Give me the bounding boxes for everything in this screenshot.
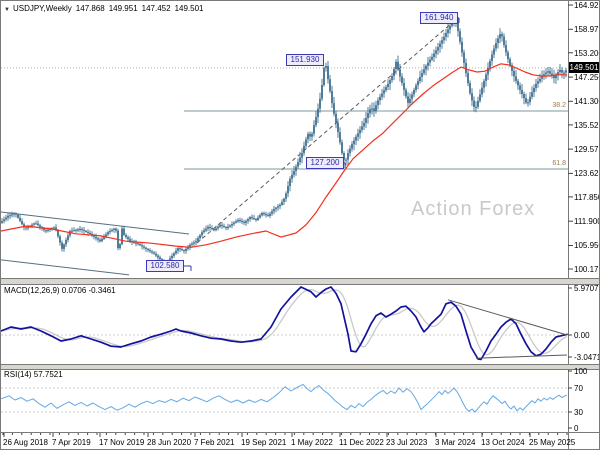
fib-level-label: 38.2 (552, 102, 566, 109)
rsi-tick-label: 30 (574, 408, 583, 417)
macd-tick-label: 5.9707 (574, 284, 599, 293)
ohlc-open: 147.868 (75, 4, 105, 13)
date-tick-label: 28 Jun 2020 (147, 438, 192, 447)
price-tick-label: 153.200 (574, 49, 599, 58)
ohlc-close: 149.501 (174, 4, 204, 13)
panel-splitter-macd[interactable] (1, 278, 599, 285)
swing-price-label: 127.200 (306, 157, 344, 169)
price-tick-label: 105.950 (574, 241, 599, 250)
swing-price-label: 102.580 (146, 260, 184, 272)
date-tick-label: 1 May 2022 (291, 438, 333, 447)
fib-level-label: 61.8 (552, 160, 566, 167)
chevron-down-icon[interactable]: ▼ (4, 7, 10, 13)
swing-price-label: 161.940 (420, 12, 458, 24)
ohlc-low: 147.452 (141, 4, 171, 13)
date-tick-label: 7 Feb 2021 (194, 438, 235, 447)
date-tick-label: 26 Aug 2018 (3, 438, 48, 447)
date-tick-label: 17 Nov 2019 (99, 438, 145, 447)
price-tick-label: 147.250 (574, 73, 599, 82)
macd-tick-label: -3.0471 (574, 353, 600, 362)
date-tick-label: 25 May 2025 (529, 438, 576, 447)
price-tick-label: 135.525 (574, 121, 599, 130)
swing-price-label: 151.930 (286, 54, 324, 66)
date-tick-label: 7 Apr 2019 (52, 438, 91, 447)
symbol-title: USDJPY,Weekly (12, 4, 72, 13)
current-price-tag: 149.501 (569, 62, 599, 73)
watermark: Action Forex (411, 198, 536, 220)
price-tick-label: 164.925 (574, 1, 599, 10)
date-tick-label: 11 Dec 2022 (339, 438, 384, 447)
panel-splitter-rsi[interactable] (1, 364, 599, 370)
price-tick-label: 111.900 (574, 217, 600, 226)
date-tick-label: 13 Oct 2024 (481, 438, 525, 447)
symbol-header: ▼ USDJPY,Weekly 147.868 149.951 147.452 149.5… (4, 4, 207, 13)
date-tick-label: 23 Jul 2023 (386, 438, 428, 447)
rsi-tick-label: 100 (574, 367, 588, 376)
macd-indicator-label: MACD(12,26,9) 0.0706 -0.3461 (4, 286, 116, 295)
date-tick-label: 3 Mar 2024 (435, 438, 476, 447)
date-axis-border (1, 432, 599, 433)
price-tick-label: 100.175 (574, 265, 599, 274)
rsi-indicator-label: RSI(14) 57.7521 (4, 370, 63, 379)
rsi-tick-label: 0 (574, 424, 579, 433)
ohlc-high: 149.951 (108, 4, 138, 13)
rsi-tick-label: 70 (574, 384, 583, 393)
date-tick-label: 19 Sep 2021 (241, 438, 287, 447)
macd-tick-label: 0.00 (574, 331, 590, 340)
price-tick-label: 158.975 (574, 25, 599, 34)
price-tick-label: 117.850 (574, 193, 600, 202)
price-tick-label: 123.625 (574, 169, 599, 178)
price-tick-label: 141.300 (574, 97, 599, 106)
price-tick-label: 129.575 (574, 145, 599, 154)
